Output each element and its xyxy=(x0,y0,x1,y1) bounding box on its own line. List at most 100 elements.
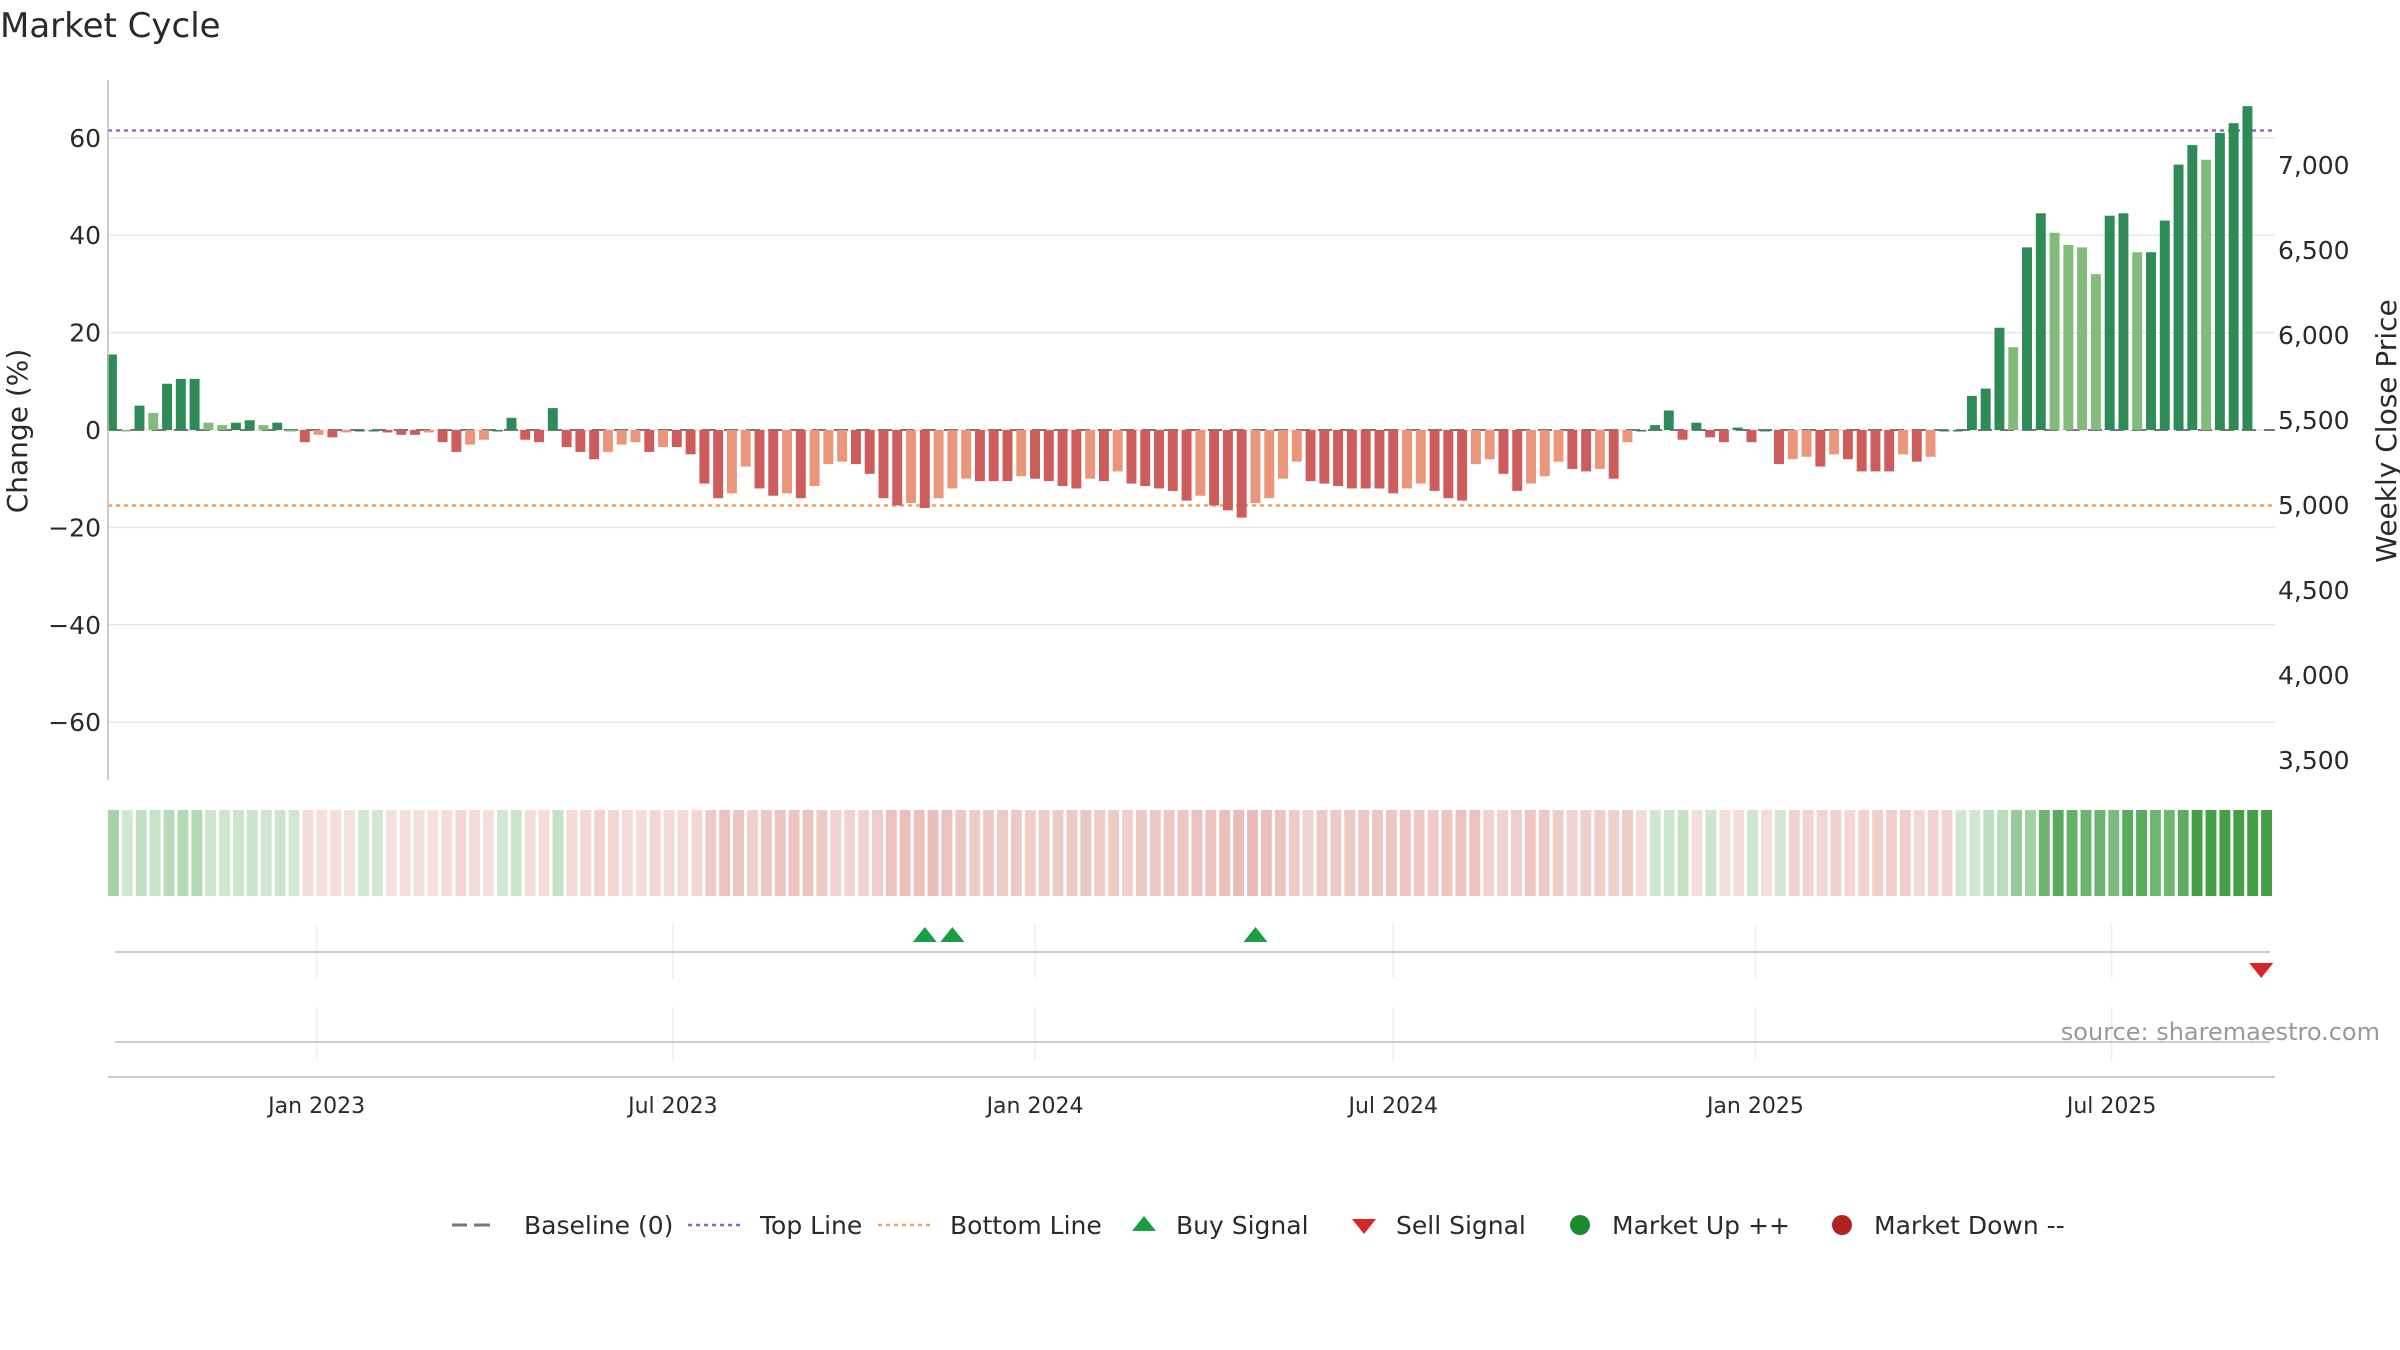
heat-cell xyxy=(1927,810,1939,896)
change-bar xyxy=(2049,232,2060,430)
heat-cell xyxy=(719,810,731,896)
heat-cell xyxy=(830,810,842,896)
heat-cell xyxy=(635,810,647,896)
heat-cell xyxy=(135,810,147,896)
change-bar xyxy=(1043,430,1054,482)
heat-cell xyxy=(663,810,675,896)
heat-cell xyxy=(233,810,244,896)
change-bar xyxy=(2077,247,2088,430)
change-bar xyxy=(2090,274,2101,430)
change-bar xyxy=(602,430,613,452)
heat-cell xyxy=(1816,810,1828,896)
heat-cell xyxy=(1594,810,1606,896)
change-bar xyxy=(520,430,531,440)
heat-cell xyxy=(649,810,661,896)
change-bar xyxy=(575,430,586,452)
heat-cell xyxy=(1441,810,1453,896)
change-bar xyxy=(1402,430,1412,489)
y-axis-right: 7,000 6,500 6,000 5,500 5,000 4,500 4,000 3,500 xyxy=(2278,151,2350,775)
heat-cell xyxy=(1413,810,1425,896)
heat-cell xyxy=(1052,810,1064,896)
heat-cell xyxy=(1469,810,1481,896)
legend-item: Sell Signal xyxy=(1352,1211,1526,1240)
change-bar xyxy=(175,378,186,430)
change-bar xyxy=(1388,430,1399,494)
change-bar xyxy=(313,430,324,435)
change-bar xyxy=(382,430,393,433)
heat-cell xyxy=(1260,810,1272,896)
change-bar xyxy=(1691,422,1702,430)
heat-cell xyxy=(1372,810,1383,896)
change-bar xyxy=(1732,427,1743,430)
heat-cell xyxy=(580,810,592,896)
heat-cell xyxy=(2149,810,2161,896)
change-bar xyxy=(782,430,793,494)
heat-cell xyxy=(746,810,758,896)
change-bar xyxy=(1195,430,1206,496)
change-bar xyxy=(1870,430,1881,472)
heat-cell xyxy=(1191,810,1203,896)
change-bar xyxy=(1126,430,1137,484)
legend: Baseline (0) Top Line Bottom Line Buy Signa… xyxy=(452,1211,2065,1240)
legend-swatch xyxy=(1352,1219,1376,1234)
heat-cell xyxy=(608,810,619,896)
change-bar xyxy=(768,430,779,496)
heat-cell xyxy=(2122,810,2134,896)
change-bar xyxy=(1594,430,1605,469)
change-bar xyxy=(1484,430,1495,460)
x-tick-label: Jan 2025 xyxy=(1705,1094,1804,1119)
sell-signal-marker xyxy=(2249,963,2274,978)
heat-cell xyxy=(2108,810,2120,896)
heat-cell xyxy=(2024,810,2036,896)
change-bar xyxy=(506,417,517,430)
change-bar xyxy=(906,430,916,504)
change-bar xyxy=(823,430,834,465)
change-bar xyxy=(1829,430,1840,455)
change-bar xyxy=(1085,430,1096,479)
change-bar xyxy=(1209,430,1220,506)
heat-cell xyxy=(1108,810,1120,896)
change-bar xyxy=(2008,347,2019,430)
heat-cell xyxy=(1302,810,1314,896)
change-bar xyxy=(2063,244,2074,430)
heat-cell xyxy=(733,810,744,896)
y2-tick-label: 6,500 xyxy=(2278,236,2350,265)
y-tick-label: −40 xyxy=(48,611,101,640)
x-tick-label: Jan 2023 xyxy=(266,1094,365,1119)
change-bar xyxy=(2118,213,2129,430)
heat-cell xyxy=(858,810,870,896)
change-bar xyxy=(1250,430,1261,504)
heat-cell xyxy=(2163,810,2175,896)
x-tick-label: Jul 2024 xyxy=(1346,1094,1438,1119)
heat-cell xyxy=(358,810,369,896)
heat-cell xyxy=(149,810,161,896)
heat-cell xyxy=(1316,810,1328,896)
change-bar xyxy=(1374,430,1385,489)
change-bar xyxy=(1346,430,1357,489)
heat-cell xyxy=(316,810,328,896)
legend-item: Market Down -- xyxy=(1832,1211,2065,1240)
change-bar xyxy=(1966,395,1977,430)
legend-swatch xyxy=(1570,1215,1590,1235)
heat-cell xyxy=(691,810,703,896)
change-bar xyxy=(1980,388,1991,430)
change-bar xyxy=(492,430,503,432)
change-bar xyxy=(1939,430,1950,432)
y-axis-left: 60 40 20 0 −20 −40 −60 xyxy=(48,80,109,780)
heat-cell xyxy=(816,810,828,896)
change-bar xyxy=(630,430,641,443)
heat-cell xyxy=(427,810,439,896)
change-bar xyxy=(1443,430,1454,499)
change-bar xyxy=(947,430,958,489)
y2-tick-label: 4,500 xyxy=(2278,576,2350,605)
heat-cell xyxy=(2233,810,2245,896)
heat-cell xyxy=(177,810,189,896)
x-axis: Jan 2023 Jul 2023 Jan 2024 Jul 2024 Jan 2025… xyxy=(108,1076,2275,1119)
heat-cell xyxy=(260,810,272,896)
legend-label: Baseline (0) xyxy=(524,1211,673,1240)
heat-cell xyxy=(483,810,494,896)
change-bar xyxy=(837,430,848,462)
change-bar xyxy=(1774,430,1784,465)
y2-tick-label: 4,000 xyxy=(2278,661,2350,690)
